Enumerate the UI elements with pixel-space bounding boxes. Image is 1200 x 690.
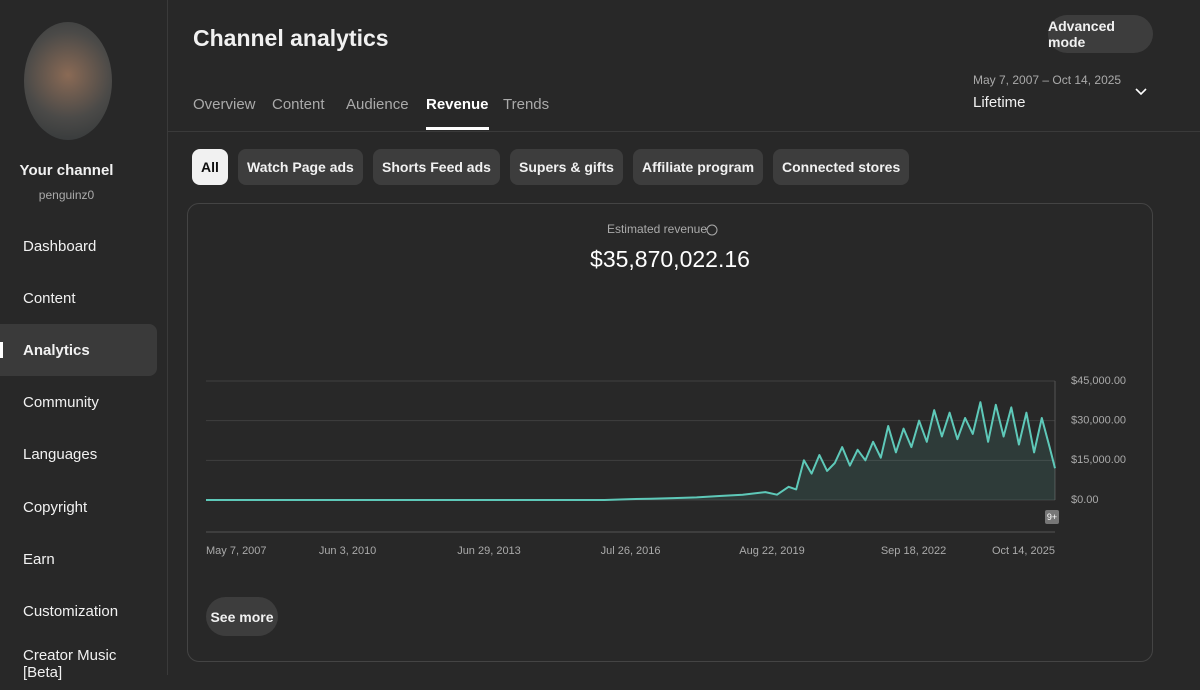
tab[interactable]: Content	[272, 96, 325, 113]
nav-item[interactable]: Dashboard	[23, 237, 97, 255]
date-range: May 7, 2007 – Oct 14, 2025	[973, 73, 1122, 87]
info-icon[interactable]	[706, 224, 718, 236]
chart-card	[187, 203, 1153, 662]
filter-chip[interactable]: Supers & gifts	[510, 149, 623, 185]
tab[interactable]: Overview	[193, 96, 256, 113]
chart-title: Estimated revenue	[607, 222, 707, 236]
filter-chip[interactable]: Shorts Feed ads	[373, 149, 500, 185]
nav-item[interactable]: Community	[23, 394, 99, 412]
chart-total: $35,870,022.16	[590, 246, 750, 272]
nav-item[interactable]: Languages	[23, 446, 98, 464]
nav-item[interactable]: Analytics	[0, 324, 157, 377]
period[interactable]: Lifetime	[973, 94, 1026, 111]
divider	[168, 131, 1200, 132]
dropdown-icon[interactable]	[1134, 87, 1148, 97]
nav-item[interactable]: Creator Music [Beta]	[23, 646, 117, 681]
nav-item[interactable]: Copyright	[23, 498, 88, 516]
filter-chip[interactable]: Affiliate program	[633, 149, 764, 185]
filter-chip[interactable]: Connected stores	[773, 149, 910, 185]
page-title: Channel analytics	[193, 25, 389, 51]
advanced-mode-button[interactable]: Advanced mode	[1048, 15, 1153, 53]
tab[interactable]: Revenue	[426, 96, 489, 130]
x-tick-label: Oct 14, 2025	[992, 545, 1055, 557]
area	[206, 402, 1055, 500]
see-more-button[interactable]: See more	[206, 597, 278, 636]
tab[interactable]: Audience	[346, 96, 409, 113]
x-tick-label: Sep 18, 2022	[881, 545, 946, 557]
filter-chip[interactable]: Watch Page ads	[238, 149, 363, 185]
x-tick-label: Jul 26, 2016	[601, 545, 661, 557]
x-tick-label: May 7, 2007	[206, 545, 267, 557]
nav-item[interactable]: Earn	[23, 550, 55, 568]
line	[206, 401, 1056, 501]
nav-item[interactable]: Content	[23, 289, 76, 307]
filter-chip[interactable]: All	[192, 149, 228, 185]
x-tick-label: Jun 29, 2013	[457, 545, 521, 557]
annotation-badge[interactable]: 9+	[1045, 510, 1059, 524]
y-tick-label: $0.00	[1071, 494, 1099, 506]
x-tick-label: Jun 3, 2010	[319, 545, 377, 557]
channel-label: Your channel	[19, 162, 114, 179]
y-tick-label: $30,000.00	[1071, 415, 1126, 427]
channel-handle: penguinz0	[38, 188, 95, 202]
tab[interactable]: Trends	[503, 96, 550, 113]
avatar[interactable]	[24, 22, 112, 140]
chart: Estimated revenue $35,870,022.16 $0.00 $1…	[206, 222, 1126, 557]
sidebar: Your channel penguinz0 Dashboard Content A…	[0, 0, 168, 681]
nav-item[interactable]: Customization	[23, 602, 119, 620]
y-tick-label: $45,000.00	[1071, 375, 1126, 387]
x-tick-label: Aug 22, 2019	[739, 545, 804, 557]
y-tick-label: $15,000.00	[1071, 454, 1126, 466]
